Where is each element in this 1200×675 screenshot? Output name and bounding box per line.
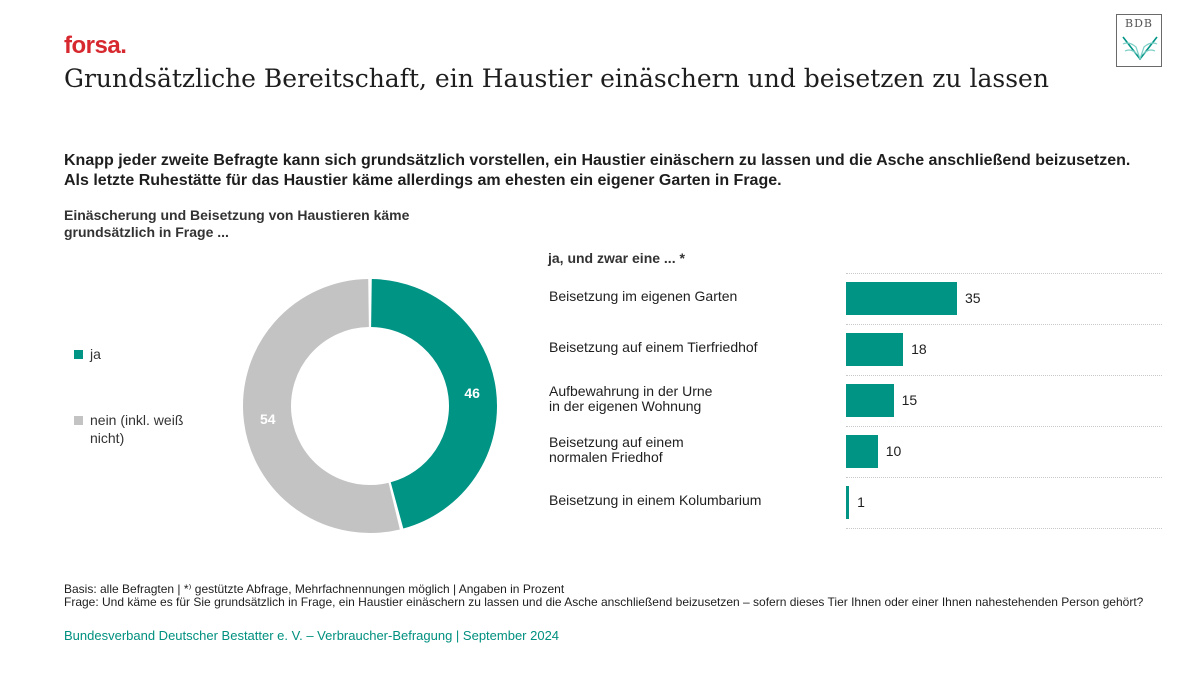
donut-slice-nein xyxy=(243,279,400,533)
donut-chart-title: Einäscherung und Beisetzung von Haustier… xyxy=(64,207,410,240)
bar xyxy=(846,435,878,468)
bar-category-label: Aufbewahrung in der Urne in der eigenen W… xyxy=(549,382,829,414)
bar xyxy=(846,384,894,417)
bar-gridline xyxy=(846,375,1162,376)
bar-gridline xyxy=(846,324,1162,325)
bdb-logo-mark xyxy=(1122,36,1158,61)
bar-category-label: Beisetzung in einem Kolumbarium xyxy=(549,493,829,508)
bdb-logo-text: BDB xyxy=(1125,17,1153,30)
bar-category-label: Beisetzung auf einem normalen Friedhof xyxy=(549,433,829,465)
bdb-logo: BDB xyxy=(1116,14,1162,67)
bar-category-label-line: normalen Friedhof xyxy=(549,448,663,465)
bar-value-label: 1 xyxy=(857,493,865,510)
bar-value-label: 10 xyxy=(885,442,902,459)
bar xyxy=(846,486,850,519)
bar-category-label: Beisetzung im eigenen Garten xyxy=(549,289,829,304)
bar-gridline xyxy=(846,273,1162,274)
legend-label-nein: nein (inkl. weiß nicht) xyxy=(90,412,184,446)
brand-logo: forsa. xyxy=(64,32,127,59)
bar-category-label-line: Beisetzung auf einem xyxy=(549,433,684,450)
bar-category-label-line: Aufbewahrung in der Urne xyxy=(549,382,713,399)
bar-category-label-line: Beisetzung auf einem Tierfriedhof xyxy=(549,339,758,355)
headline: Knapp jeder zweite Befragte kann sich gr… xyxy=(64,152,1131,189)
donut-chart: 46 54 xyxy=(243,279,497,533)
bar-chart-title: ja, und zwar eine ... * xyxy=(548,250,685,266)
bar-value-label: 15 xyxy=(901,391,918,408)
donut-slice-ja xyxy=(370,279,497,529)
bar-gridline xyxy=(846,477,1162,478)
legend-swatch-nein xyxy=(74,416,83,425)
source-line: Bundesverband Deutscher Bestatter e. V. … xyxy=(64,628,560,643)
bar-category-label-line: in der eigenen Wohnung xyxy=(549,397,702,414)
donut-label-ja: 46 xyxy=(464,385,480,401)
footnote-basis: Basis: alle Befragten | *⁾ gestützte Abf… xyxy=(64,582,565,596)
bar xyxy=(846,282,957,315)
bar-category-label: Beisetzung auf einem Tierfriedhof xyxy=(549,340,829,355)
legend-swatch-ja xyxy=(74,350,83,359)
bar-gridline xyxy=(846,528,1162,529)
bar-value-label: 35 xyxy=(965,289,981,306)
donut-label-nein: 54 xyxy=(260,411,276,427)
bar-gridline xyxy=(846,426,1162,427)
bar-value-label: 18 xyxy=(911,340,927,357)
footnote-question: Frage: Und käme es für Sie grundsätzlich… xyxy=(64,595,1144,609)
bar-category-label-line: Beisetzung in einem Kolumbarium xyxy=(549,492,762,508)
bar xyxy=(846,333,904,366)
page-title: Grundsätzliche Bereitschaft, ein Haustie… xyxy=(64,64,1049,93)
legend-label-ja: ja xyxy=(90,346,101,362)
footnote: Basis: alle Befragten | *⁾ gestützte Abf… xyxy=(64,583,1174,609)
bar-category-label-line: Beisetzung im eigenen Garten xyxy=(549,288,738,304)
